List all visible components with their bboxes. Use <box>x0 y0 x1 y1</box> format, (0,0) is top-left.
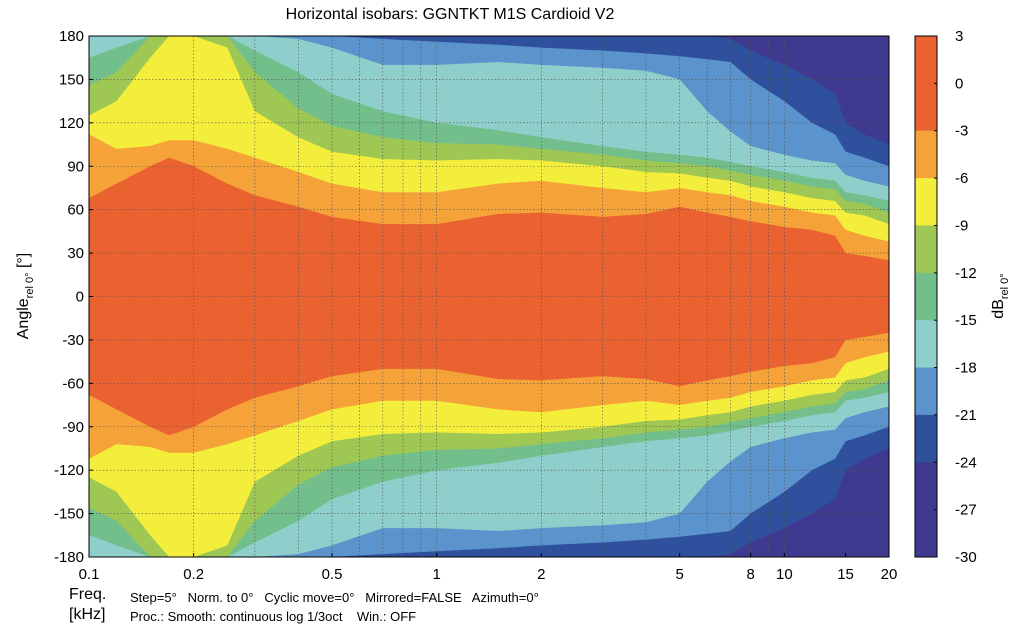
settings-line: Step=5° Norm. to 0° Cyclic move=0° Mirro… <box>130 590 539 605</box>
x-tick-label: 2 <box>537 566 545 583</box>
y-tick-label: 30 <box>67 245 84 262</box>
x-tick-label: 20 <box>881 566 898 583</box>
colorbar-tick-label: -6 <box>955 170 968 187</box>
y-tick-label: -90 <box>62 419 84 436</box>
y-tick-label: 90 <box>67 158 84 175</box>
y-tick-label: 60 <box>67 202 84 219</box>
colorbar: 3 0 -3 -6 -9 -12 -15 -18 -21 -24 -27 -30 <box>914 28 977 566</box>
x-tick-label: 8 <box>746 566 754 583</box>
colorbar-segment <box>915 36 937 84</box>
x-tick-label: 15 <box>837 566 854 583</box>
y-axis-label-main: Angle <box>15 298 32 339</box>
colorbar-tick-label: -30 <box>955 549 977 566</box>
khz-unit-label: [kHz] <box>69 606 106 623</box>
colorbar-segment <box>915 414 937 463</box>
colorbar-tick-label: -27 <box>955 502 977 519</box>
colorbar-segment <box>915 462 937 511</box>
chart-title: Horizontal isobars: GGNTKT M1S Cardioid … <box>286 6 615 23</box>
colorbar-tick-label: -18 <box>955 360 977 377</box>
y-tick-label: -180 <box>54 549 84 566</box>
x-tick-label: 10 <box>776 566 793 583</box>
y-tick-label: 150 <box>59 71 84 88</box>
x-tick-label: 0.5 <box>322 566 343 583</box>
y-tick-label: 0 <box>76 289 84 306</box>
colorbar-segment <box>915 83 937 132</box>
colorbar-label-main: dB <box>990 299 1007 319</box>
y-tick-label: -30 <box>62 332 84 349</box>
colorbar-tick-label: -21 <box>955 407 977 424</box>
y-tick-label: 180 <box>59 28 84 45</box>
y-tick-label: -150 <box>54 506 84 523</box>
x-tick-label: 5 <box>676 566 684 583</box>
colorbar-segment <box>915 320 937 369</box>
colorbar-frame <box>914 35 938 558</box>
freq-axis-label: Freq. <box>69 586 107 603</box>
colorbar-tick-label: -9 <box>955 217 968 234</box>
colorbar-label-sub: rel 0° <box>999 273 1011 299</box>
colorbar-segment <box>915 178 937 226</box>
colorbar-label: dBrel 0° <box>990 273 1011 318</box>
colorbar-segment <box>915 367 937 416</box>
colorbar-tick-label: -3 <box>955 123 968 140</box>
x-tick-label: 1 <box>432 566 440 583</box>
colorbar-tick-label: -12 <box>955 265 977 282</box>
y-tick-label: -120 <box>54 462 84 479</box>
x-tick-label: 0.2 <box>183 566 204 583</box>
y-tick-label: -60 <box>62 375 84 392</box>
colorbar-tick-label: 3 <box>955 28 963 45</box>
y-tick-label: 120 <box>59 115 84 132</box>
y-axis-label-unit: [°] <box>15 253 32 273</box>
y-axis-label-sub: rel 0° <box>24 273 36 299</box>
y-axis-label: Anglerel 0° [°] <box>15 253 36 339</box>
colorbar-segment <box>915 509 937 558</box>
colorbar-tick-label: 0 <box>955 75 963 92</box>
colorbar-segment <box>915 225 937 274</box>
x-tick-label: 0.1 <box>79 566 100 583</box>
colorbar-tick-label: -15 <box>955 312 977 329</box>
colorbar-tick-label: -24 <box>955 454 977 471</box>
processing-line: Proc.: Smooth: continuous log 1/3oct Win… <box>130 609 417 624</box>
colorbar-segment <box>915 130 937 179</box>
colorbar-segment <box>915 272 937 321</box>
